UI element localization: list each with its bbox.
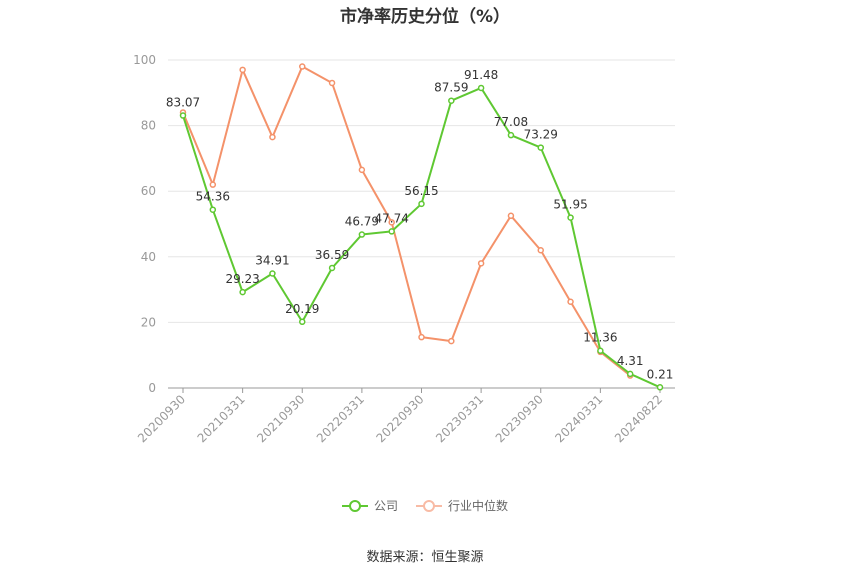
x-tick-label: 20230930 bbox=[493, 392, 546, 445]
data-point-industry bbox=[537, 246, 544, 254]
y-tick-label: 80 bbox=[141, 119, 156, 133]
legend-item-company[interactable]: 公司 bbox=[341, 497, 398, 514]
data-point-company bbox=[328, 264, 336, 272]
data-point-industry bbox=[507, 212, 515, 220]
data-point-industry bbox=[239, 66, 246, 74]
data-point-company bbox=[448, 97, 455, 104]
data-label: 36.59 bbox=[315, 248, 349, 262]
y-tick-label: 40 bbox=[141, 250, 156, 264]
data-point-company bbox=[656, 384, 664, 391]
x-tick-label: 20220930 bbox=[374, 392, 427, 445]
data-point-industry bbox=[269, 133, 276, 141]
data-point-industry bbox=[448, 337, 455, 345]
chart-legend: 公司 行业中位数 bbox=[0, 497, 850, 514]
data-label: 46.79 bbox=[345, 215, 379, 229]
data-point-company bbox=[239, 288, 246, 296]
data-label: 87.59 bbox=[434, 81, 468, 95]
y-tick-label: 60 bbox=[141, 184, 156, 198]
data-label: 83.07 bbox=[166, 96, 200, 110]
data-point-industry bbox=[388, 219, 395, 226]
data-label: 54.36 bbox=[196, 190, 230, 204]
data-label: 0.21 bbox=[647, 367, 674, 381]
data-point-company bbox=[209, 206, 217, 213]
y-tick-label: 100 bbox=[133, 53, 156, 67]
data-point-industry bbox=[328, 79, 336, 87]
data-label: 20.19 bbox=[285, 302, 319, 316]
data-label: 4.31 bbox=[617, 354, 644, 368]
y-tick-label: 0 bbox=[148, 381, 156, 395]
data-point-company bbox=[597, 347, 604, 354]
data-point-company bbox=[269, 270, 276, 277]
data-point-industry bbox=[477, 260, 485, 267]
data-point-company bbox=[388, 228, 395, 235]
x-tick-label: 20240822 bbox=[612, 392, 665, 445]
data-point-company bbox=[418, 200, 425, 208]
data-point-company bbox=[477, 84, 485, 92]
data-label: 34.91 bbox=[255, 253, 289, 267]
x-tick-label: 20200930 bbox=[135, 392, 188, 445]
data-label: 51.95 bbox=[553, 198, 587, 212]
legend-industry-marker-icon bbox=[416, 499, 442, 513]
legend-industry-label: 行业中位数 bbox=[448, 499, 509, 513]
data-source-note: 数据来源：恒生聚源 bbox=[366, 550, 484, 565]
data-point-industry bbox=[418, 333, 425, 341]
data-point-company bbox=[299, 318, 306, 326]
data-point-industry bbox=[567, 298, 574, 305]
x-tick-label: 20240331 bbox=[552, 392, 605, 445]
data-label: 77.08 bbox=[494, 115, 528, 129]
data-label: 47.74 bbox=[375, 211, 409, 225]
legend-item-industry[interactable]: 行业中位数 bbox=[416, 497, 508, 514]
data-point-company bbox=[567, 214, 574, 221]
x-tick-label: 20210331 bbox=[195, 392, 248, 445]
x-tick-label: 20230331 bbox=[433, 392, 486, 445]
data-label: 56.15 bbox=[404, 184, 438, 198]
data-point-company bbox=[358, 231, 366, 238]
legend-company-label: 公司 bbox=[373, 499, 398, 513]
data-point-company bbox=[537, 144, 544, 151]
data-point-industry bbox=[358, 166, 366, 174]
x-tick-label: 20210930 bbox=[254, 392, 307, 445]
data-point-industry bbox=[299, 63, 306, 70]
data-point-company bbox=[626, 370, 634, 378]
data-label: 91.48 bbox=[464, 68, 498, 82]
data-label: 29.23 bbox=[225, 272, 259, 286]
legend-company-marker-icon bbox=[341, 499, 368, 513]
y-tick-label: 20 bbox=[141, 315, 156, 329]
data-point-company bbox=[507, 131, 515, 139]
data-label: 73.29 bbox=[524, 128, 558, 142]
data-label: 11.36 bbox=[583, 331, 617, 345]
data-point-company bbox=[179, 112, 187, 119]
series-line-industry bbox=[182, 65, 631, 377]
chart-title: 市净率历史分位（%） bbox=[339, 7, 511, 27]
x-tick-label: 20220331 bbox=[314, 392, 367, 445]
data-point-industry bbox=[209, 181, 217, 188]
